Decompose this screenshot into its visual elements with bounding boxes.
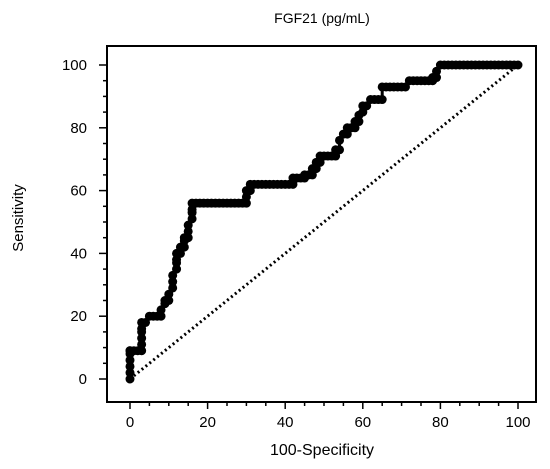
y-tick-label: 60 (70, 183, 87, 200)
x-tick-label: 20 (199, 414, 216, 431)
roc-data-point (354, 117, 364, 127)
y-tick-label: 40 (70, 245, 87, 262)
roc-data-point (179, 242, 189, 252)
x-tick-label: 40 (277, 414, 294, 431)
roc-data-point (168, 277, 178, 287)
y-tick-label: 80 (70, 120, 87, 137)
roc-data-point (125, 374, 135, 384)
roc-data-point (187, 214, 197, 224)
roc-data-point (164, 296, 174, 305)
x-tick-label: 60 (354, 414, 371, 431)
x-axis-label: 100-Specificity (270, 442, 374, 459)
roc-data-point (156, 311, 166, 321)
chart-title: FGF21 (pg/mL) (274, 10, 370, 26)
roc-data-point (183, 233, 193, 243)
roc-data-point (172, 264, 182, 274)
roc-data-point (137, 346, 147, 356)
y-axis-label: Sensitivity (10, 184, 27, 252)
roc-data-point (183, 226, 193, 236)
y-tick-label: 0 (79, 371, 87, 388)
roc-data-point (432, 73, 442, 83)
plot-frame (106, 45, 537, 403)
roc-data-point (125, 361, 135, 371)
x-tick-label: 0 (126, 414, 134, 431)
y-tick-label: 100 (62, 57, 87, 74)
x-axis: 0 20 40 60 80 100 (126, 402, 531, 431)
x-tick-label: 80 (432, 414, 449, 431)
series-layer (125, 60, 523, 384)
roc-data-point (377, 95, 387, 105)
roc-data-point (168, 283, 178, 293)
roc-data-point (125, 355, 135, 365)
roc-data-point (241, 198, 251, 208)
roc-data-point (513, 60, 523, 70)
y-axis: 0 20 40 60 80 100 (62, 57, 107, 388)
roc-data-point (125, 368, 135, 378)
roc-data-point (137, 339, 147, 349)
roc-data-point (335, 145, 345, 155)
reference-diagonal-line (129, 63, 519, 381)
y-tick-label: 20 (70, 308, 87, 325)
x-tick-label: 100 (505, 414, 530, 431)
roc-data-point (137, 333, 147, 343)
